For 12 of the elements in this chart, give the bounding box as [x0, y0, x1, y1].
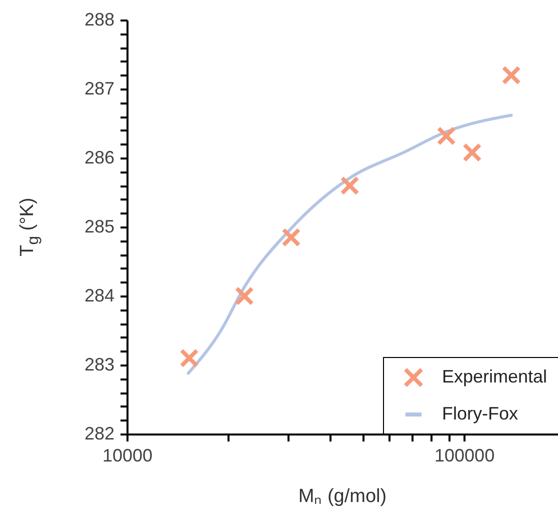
y-tick-label: 282 [84, 424, 114, 444]
legend-label: Experimental [442, 366, 548, 386]
legend-label: Flory-Fox [442, 404, 518, 424]
y-tick-label: 284 [84, 286, 114, 306]
y-tick-label: 285 [84, 216, 114, 236]
y-tick-label: 287 [84, 78, 114, 98]
x-tick-label: 10000 [102, 446, 153, 466]
x-axis-title: Mₙ (g/mol) [297, 485, 388, 508]
y-tick-label: 286 [84, 148, 114, 168]
y-tick-label: 283 [84, 354, 114, 374]
y-tick-label: 288 [84, 10, 114, 30]
x-tick-label: 100000 [434, 446, 495, 466]
